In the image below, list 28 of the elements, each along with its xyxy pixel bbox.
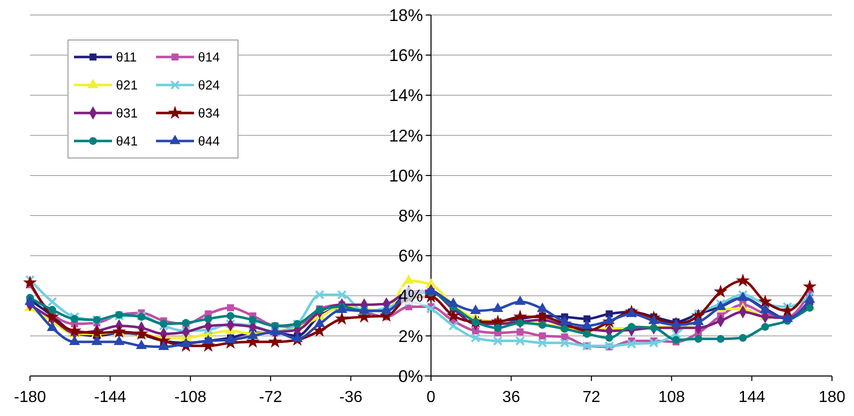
legend-label: θ34	[198, 106, 220, 121]
y-tick-label: 14%	[388, 86, 423, 106]
x-tick-label: -36	[339, 389, 362, 406]
x-tick-label: 108	[658, 389, 686, 406]
x-tick-label: -144	[94, 389, 126, 406]
y-tick-label: 2%	[398, 326, 423, 346]
y-tick-label: 0%	[398, 366, 423, 386]
legend-label: θ44	[198, 134, 220, 149]
x-tick-label: -108	[174, 389, 207, 406]
legend-label: θ14	[198, 50, 220, 65]
x-tick-label: 144	[738, 389, 766, 406]
legend-label: θ21	[116, 78, 138, 93]
legend-label: θ11	[116, 50, 137, 65]
y-tick-label: 8%	[398, 206, 423, 226]
legend-label: θ24	[198, 78, 220, 93]
x-tick-label: 36	[502, 389, 520, 406]
y-tick-label: 6%	[398, 246, 423, 266]
x-tick-label: 180	[818, 389, 846, 406]
y-tick-label: 12%	[388, 126, 423, 146]
legend-label: θ31	[116, 106, 138, 121]
x-tick-label: 0	[426, 389, 436, 406]
y-tick-label: 18%	[388, 6, 423, 25]
y-tick-label: 16%	[388, 46, 423, 66]
legend-label: θ41	[116, 134, 138, 149]
x-tick-label: -180	[14, 389, 46, 406]
x-tick-label: -72	[259, 389, 282, 406]
x-tick-label: 72	[582, 389, 600, 406]
y-tick-label: 10%	[388, 166, 423, 186]
